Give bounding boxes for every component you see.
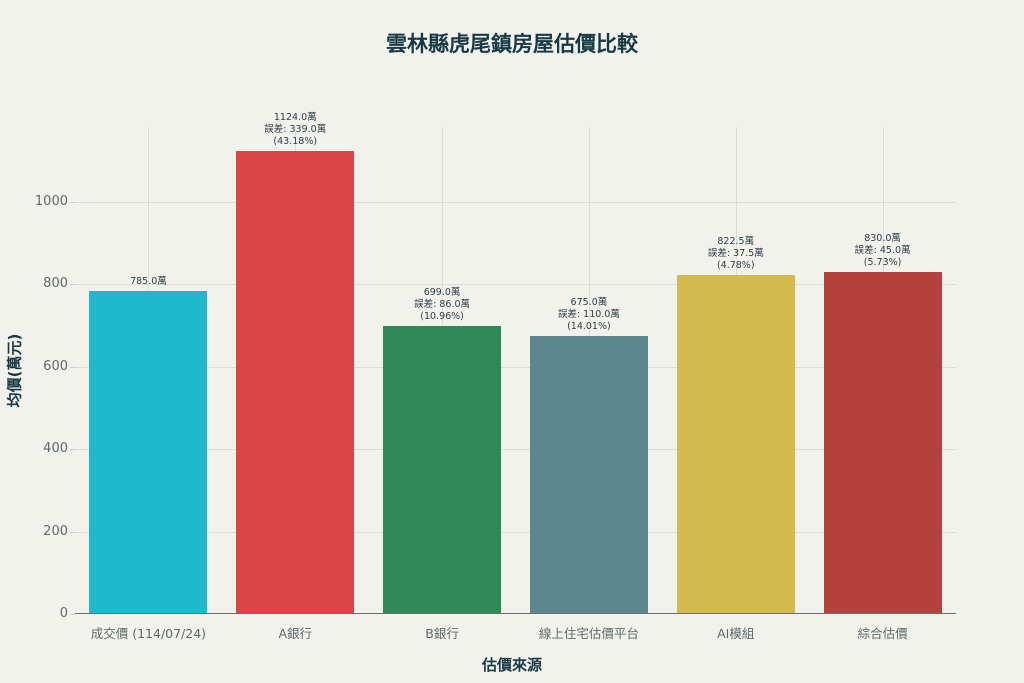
x-tick-label: AI模組	[717, 626, 755, 641]
y-tick-label: 200	[43, 523, 68, 539]
y-axis-title: 均價(萬元)	[5, 333, 24, 408]
y-tick-label: 400	[43, 441, 68, 457]
bar-4[interactable]	[676, 275, 795, 614]
bar-data-label: 830.0萬 誤差: 45.0萬 (5.73%)	[854, 233, 911, 269]
bar-1[interactable]	[236, 150, 355, 614]
h-gridline	[75, 449, 956, 451]
bar-5[interactable]	[823, 272, 942, 614]
x-axis-title: 估價來源	[481, 656, 542, 674]
x-tick-label: B銀行	[425, 626, 459, 641]
h-gridline	[75, 284, 956, 286]
y-tick-mark	[70, 284, 75, 286]
bar-data-label: 822.5萬 誤差: 37.5萬 (4.78%)	[707, 236, 764, 272]
x-tick-label: 線上住宅估價平台	[538, 626, 639, 641]
x-tick-label: 成交價 (114/07/24)	[90, 626, 207, 641]
chart-title: 雲林縣虎尾鎮房屋估價比較	[386, 32, 638, 56]
bar-3[interactable]	[529, 335, 648, 614]
y-tick-label: 1000	[34, 194, 68, 209]
bar-0[interactable]	[89, 290, 208, 614]
y-tick-label: 600	[43, 358, 68, 374]
bar-data-label: 1124.0萬 誤差: 339.0萬 (43.18%)	[264, 111, 327, 147]
x-tick-label: 綜合估價	[857, 626, 908, 641]
bar-data-label: 675.0萬 誤差: 110.0萬 (14.01%)	[557, 296, 620, 332]
y-tick-mark	[70, 366, 75, 368]
plot-area: 785.0萬 1124.0萬 誤差: 339.0萬 (43.18%) 699.0萬 誤差:…	[75, 112, 956, 614]
y-tick-mark	[70, 202, 75, 203]
h-gridline	[75, 202, 956, 203]
bar-2[interactable]	[383, 326, 502, 614]
h-gridline	[75, 366, 956, 368]
bar-data-label: 699.0萬 誤差: 86.0萬 (10.96%)	[414, 287, 471, 322]
y-tick-label: 800	[43, 276, 68, 292]
x-axis-line	[75, 613, 956, 614]
y-tick-mark	[70, 614, 75, 615]
y-tick-mark	[70, 449, 75, 451]
y-tick-mark	[70, 531, 75, 533]
x-tick-label: A銀行	[278, 626, 313, 641]
y-tick-label: 0	[59, 606, 68, 621]
h-gridline	[75, 531, 956, 533]
bar-data-label: 785.0萬	[130, 275, 167, 287]
